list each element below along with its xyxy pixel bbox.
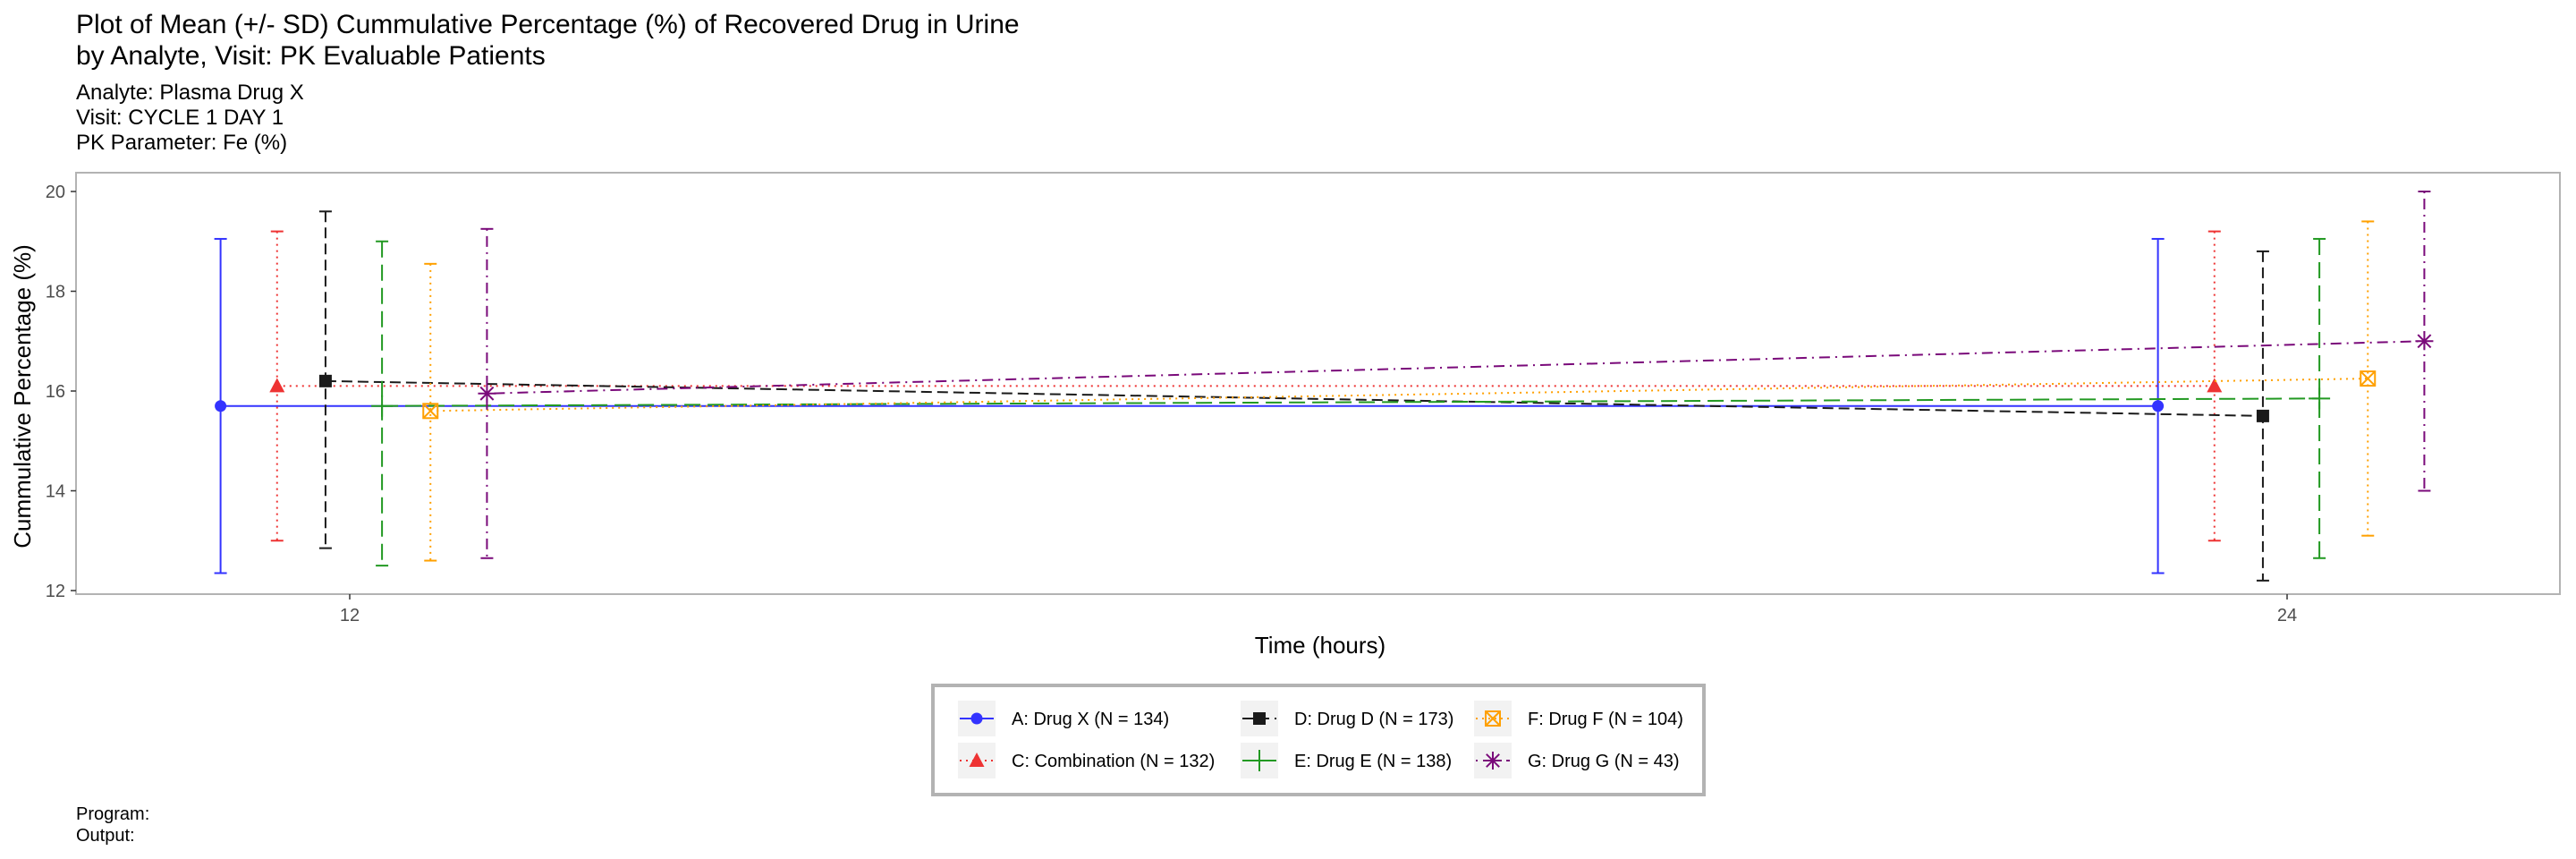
data-point-marker — [269, 378, 285, 393]
data-point-marker — [371, 395, 394, 417]
plot-panel-border — [75, 172, 2561, 595]
data-point-marker-ray-3 — [479, 386, 495, 401]
x-tick-label: 24 — [2277, 606, 2297, 625]
legend: A: Drug X (N = 134) C: Combination (N = 1… — [931, 684, 1706, 796]
series-line — [487, 340, 2425, 395]
plot-layer: 12 14 16 18 20 12 24 — [46, 172, 2561, 625]
data-point-marker-shape — [2152, 400, 2165, 412]
series-line — [382, 397, 2320, 407]
footnote: Program: Output: — [76, 804, 149, 846]
chart-title-line-2: by Analyte, Visit: PK Evaluable Patients — [76, 41, 546, 71]
legend-item: G: Drug G (N = 43) — [1474, 743, 1680, 778]
legend-key-marker-shape — [1253, 712, 1266, 725]
data-point-marker-box — [2360, 370, 2377, 387]
legend-item: E: Drug E (N = 138) — [1241, 743, 1452, 778]
x-tick-label: 12 — [340, 606, 360, 625]
legend-key-marker — [969, 753, 985, 767]
legend-frame — [931, 684, 1706, 796]
subtitle-pk-parameter: PK Parameter: Fe (%) — [76, 131, 288, 155]
data-point-marker-shape — [215, 400, 227, 412]
x-axis-title: Time (hours) — [1255, 632, 1385, 659]
legend-item: A: Drug X (N = 134) — [958, 701, 1169, 736]
legend-item: C: Combination (N = 132) — [958, 743, 1215, 778]
legend-label: A: Drug X (N = 134) — [1012, 710, 1169, 729]
footnote-program: Program: — [76, 804, 150, 824]
legend-item: D: Drug D (N = 173) — [1241, 701, 1453, 736]
series-4 — [371, 237, 2331, 567]
data-point-marker — [2415, 332, 2434, 351]
data-point-marker — [318, 374, 332, 387]
y-tick-label: 14 — [46, 482, 65, 502]
legend-key-marker — [1249, 750, 1270, 771]
data-point-marker — [422, 403, 439, 420]
legend-key-marker — [1484, 752, 1502, 770]
chart-subtitle: Analyte: Plasma Drug X Visit: CYCLE 1 DA… — [76, 81, 304, 156]
legend-label: F: Drug F (N = 104) — [1528, 710, 1683, 729]
legend-label: G: Drug G (N = 43) — [1528, 752, 1680, 771]
legend-key-marker-d2 — [1485, 710, 1501, 727]
data-point-marker — [2256, 409, 2269, 422]
data-point-marker — [215, 400, 227, 412]
data-point-marker-shape — [269, 378, 285, 393]
y-tick-label: 12 — [46, 582, 65, 601]
series-5 — [422, 220, 2377, 562]
data-point-marker — [2207, 378, 2223, 393]
data-point-marker — [2152, 400, 2165, 412]
series-3 — [318, 210, 2269, 582]
legend-key-marker-shape — [970, 712, 983, 725]
data-point-marker-d2 — [422, 403, 438, 420]
y-tick-label: 18 — [46, 283, 65, 302]
chart-title-line-1: Plot of Mean (+/- SD) Cummulative Percen… — [76, 10, 1020, 39]
legend-key-marker-shape — [969, 753, 985, 767]
legend-label: E: Drug E (N = 138) — [1294, 752, 1452, 771]
chart-title: Plot of Mean (+/- SD) Cummulative Percen… — [76, 9, 1020, 72]
data-point-marker-ray-3 — [2417, 334, 2432, 349]
legend-key-marker-ray-3 — [1486, 753, 1500, 768]
data-point-marker — [2309, 387, 2331, 410]
series-6 — [478, 191, 2434, 559]
subtitle-visit: Visit: CYCLE 1 DAY 1 — [76, 106, 284, 130]
y-tick-label: 16 — [46, 382, 65, 402]
data-point-marker-shape — [2256, 409, 2269, 422]
data-point-marker-shape — [2207, 378, 2223, 393]
legend-key-marker — [1253, 712, 1266, 725]
series-2 — [269, 230, 2223, 542]
data-point-marker-box — [422, 403, 439, 420]
data-point-marker — [478, 384, 496, 403]
y-tick-label: 20 — [46, 183, 65, 202]
legend-label: D: Drug D (N = 173) — [1294, 710, 1453, 729]
legend-key-marker-box — [1485, 710, 1501, 727]
data-point-marker-d2 — [2360, 370, 2376, 387]
legend-key-marker — [970, 712, 983, 725]
subtitle-analyte: Analyte: Plasma Drug X — [76, 81, 304, 105]
legend-item: F: Drug F (N = 104) — [1474, 701, 1683, 736]
data-point-marker-shape — [318, 374, 332, 387]
y-axis-title: Cummulative Percentage (%) — [9, 244, 36, 549]
footnote-output: Output: — [76, 826, 135, 846]
data-point-marker — [2360, 370, 2377, 387]
legend-key-marker — [1485, 710, 1501, 727]
series-line — [325, 379, 2263, 417]
series-1 — [214, 237, 2165, 574]
legend-label: C: Combination (N = 132) — [1012, 752, 1215, 771]
